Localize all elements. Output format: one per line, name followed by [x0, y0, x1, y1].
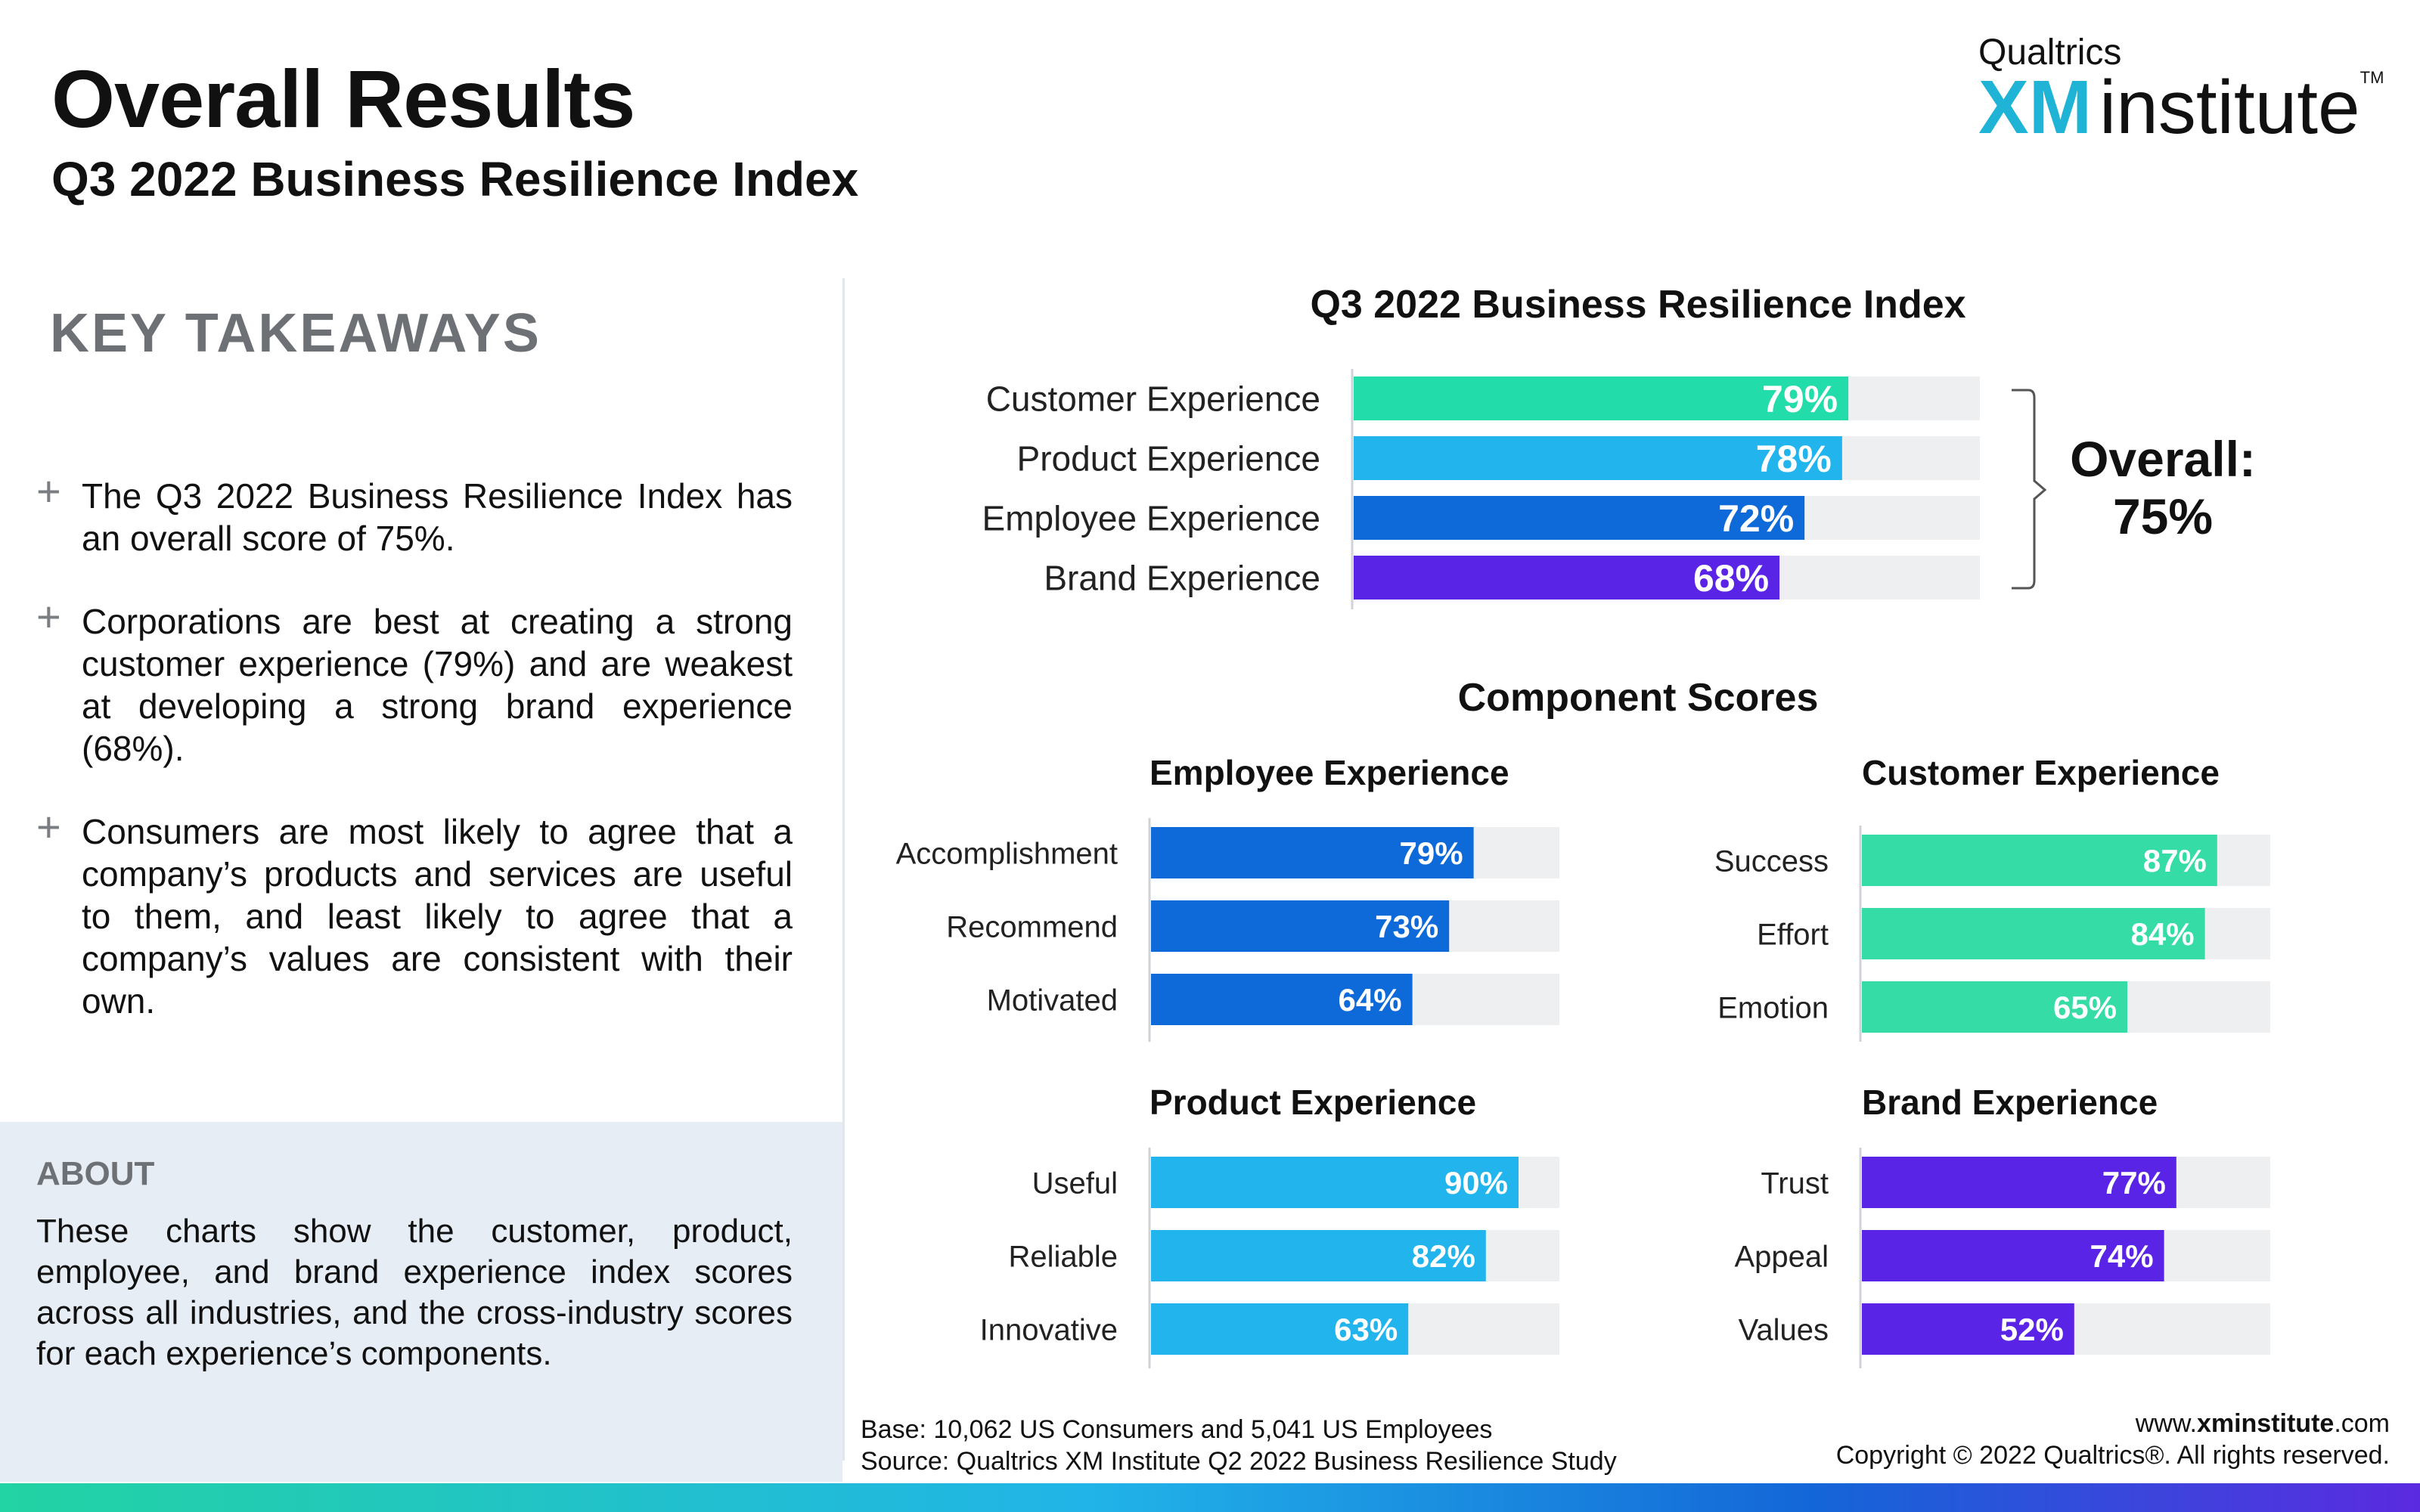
category-label: Customer Experience — [986, 380, 1320, 419]
takeaway-text: Corporations are best at creating a stro… — [82, 602, 793, 768]
data-label: 79% — [1400, 835, 1463, 871]
url-suffix: .com — [2334, 1409, 2390, 1438]
url-bold: xminstitute — [2196, 1409, 2335, 1438]
category-label: Recommend — [946, 910, 1118, 943]
logo-tm-text: TM — [2360, 68, 2384, 87]
chart-title: Employee Experience — [1150, 753, 1509, 792]
chart-title: Customer Experience — [1862, 753, 2220, 792]
data-label: 87% — [2143, 843, 2207, 878]
data-label: 82% — [1412, 1238, 1475, 1274]
panel-divider — [842, 278, 845, 1461]
data-label: 64% — [1339, 982, 1402, 1018]
bar — [1862, 835, 2217, 886]
category-label: Useful — [1032, 1167, 1118, 1200]
data-label: 84% — [2131, 916, 2195, 952]
footer-source: Source: Qualtrics XM Institute Q2 2022 B… — [861, 1447, 1617, 1476]
data-label: 79% — [1762, 378, 1838, 420]
takeaway-text: The Q3 2022 Business Resilience Index ha… — [82, 476, 793, 558]
footer-copyright-block: www.xminstitute.com Copyright © 2022 Qua… — [1836, 1408, 2390, 1471]
bar — [1862, 981, 2127, 1033]
about-text: These charts show the customer, product,… — [36, 1213, 793, 1372]
category-label: Appeal — [1734, 1240, 1829, 1273]
category-label: Innovative — [980, 1313, 1118, 1346]
chart-title: Brand Experience — [1862, 1083, 2158, 1122]
bar — [1151, 1230, 1486, 1281]
bar — [1354, 496, 1805, 540]
data-label: 73% — [1375, 909, 1438, 944]
footer-url[interactable]: www.xminstitute.com — [1836, 1408, 2390, 1439]
takeaway-item: + Consumers are most likely to agree tha… — [36, 806, 793, 1022]
takeaway-text: Consumers are most likely to agree that … — [82, 812, 793, 1021]
data-label: 78% — [1756, 438, 1832, 480]
category-label: Product Experience — [1017, 439, 1320, 479]
logo-institute-text: institute — [2099, 65, 2360, 150]
bar — [1151, 900, 1450, 952]
chart-title: Q3 2022 Business Resilience Index — [1310, 283, 1965, 327]
category-label: Employee Experience — [982, 499, 1320, 538]
bar — [1151, 1157, 1519, 1208]
xm-institute-logo: XM instituteTM — [1978, 68, 2384, 146]
data-label: 65% — [2053, 990, 2117, 1025]
overall-bracket — [2012, 389, 2047, 590]
category-label: Success — [1714, 844, 1829, 878]
overall-value: 75% — [2113, 488, 2213, 544]
about-panel — [0, 1122, 842, 1482]
bar — [1862, 1303, 2074, 1355]
category-label: Trust — [1761, 1167, 1829, 1200]
category-label: Accomplishment — [896, 837, 1118, 870]
component-scores-title: Component Scores — [1458, 676, 1819, 720]
plus-icon: + — [36, 467, 61, 515]
plus-icon: + — [36, 803, 61, 850]
logo-xm-text: XM — [1978, 65, 2092, 150]
bar — [1354, 556, 1780, 600]
bar — [1151, 974, 1413, 1025]
bar — [1862, 908, 2205, 959]
data-label: 90% — [1444, 1165, 1508, 1201]
overall-label: Overall: — [2070, 431, 2256, 487]
bar — [1151, 827, 1474, 878]
about-heading: ABOUT — [36, 1155, 155, 1192]
footer-base: Base: 10,062 US Consumers and 5,041 US E… — [861, 1415, 1493, 1444]
data-label: 63% — [1334, 1312, 1398, 1347]
bar — [1151, 1303, 1409, 1355]
bottom-gradient-stripe — [0, 1483, 2420, 1512]
data-label: 74% — [2090, 1238, 2154, 1274]
plus-icon: + — [36, 593, 61, 640]
key-takeaways-heading: KEY TAKEAWAYS — [50, 303, 541, 364]
category-label: Values — [1739, 1313, 1829, 1346]
category-label: Effort — [1757, 918, 1829, 951]
logo-qualtrics-text: Qualtrics — [1978, 33, 2122, 73]
bar — [1354, 436, 1842, 480]
takeaway-item: + The Q3 2022 Business Resilience Index … — [36, 470, 793, 559]
url-prefix: www. — [2135, 1409, 2197, 1438]
data-label: 52% — [2000, 1312, 2064, 1347]
footer-notes: Base: 10,062 US Consumers and 5,041 US E… — [861, 1414, 1617, 1477]
page-title: Overall Results — [51, 53, 635, 144]
category-label: Motivated — [987, 984, 1118, 1017]
page-subtitle: Q3 2022 Business Resilience Index — [51, 152, 859, 206]
category-label: Emotion — [1717, 991, 1829, 1024]
category-label: Reliable — [1008, 1240, 1118, 1273]
data-label: 68% — [1693, 557, 1769, 600]
bar — [1862, 1230, 2164, 1281]
data-label: 77% — [2102, 1165, 2166, 1201]
footer-copyright: Copyright © 2022 Qualtrics®. All rights … — [1835, 1441, 2390, 1470]
data-label: 72% — [1718, 497, 1794, 540]
takeaway-item: + Corporations are best at creating a st… — [36, 596, 793, 770]
category-label: Brand Experience — [1044, 559, 1320, 598]
chart-title: Product Experience — [1150, 1083, 1476, 1122]
bar — [1862, 1157, 2176, 1208]
bar — [1354, 376, 1849, 420]
